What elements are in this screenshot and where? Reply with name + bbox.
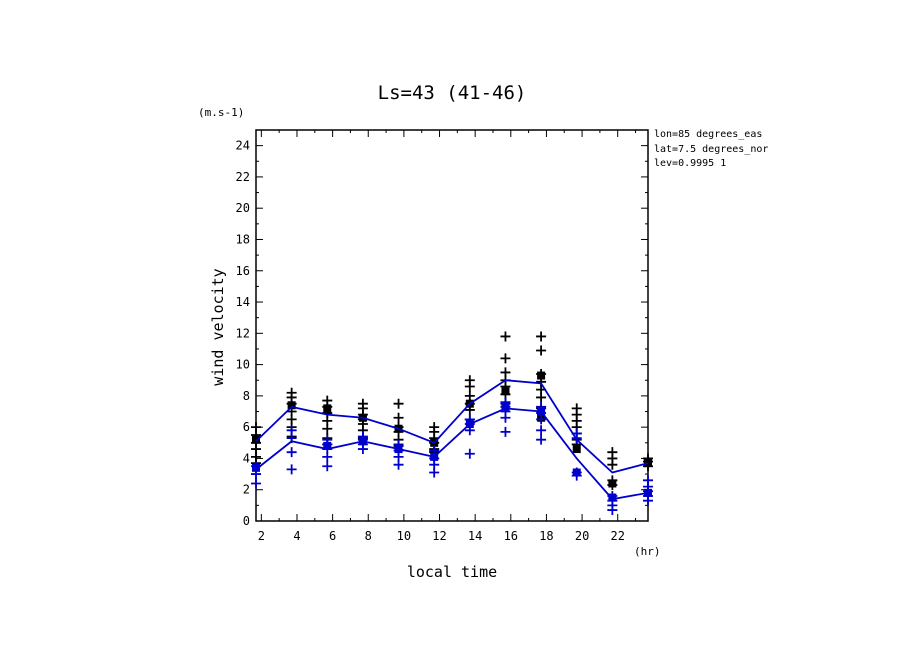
plus-marker [536,425,547,436]
plus-marker [536,331,547,342]
square-marker [252,435,260,444]
square-marker [572,468,581,477]
lev-annotation: lev=0.9995 1 [654,158,726,169]
plus-marker [393,412,404,423]
y-tick-label: 6 [243,420,250,434]
plus-marker [607,505,618,516]
y-tick-label: 18 [236,232,250,246]
x-axis-label: local time [407,563,497,581]
plus-marker [607,459,618,470]
x-tick-label: 14 [468,529,482,543]
y-axis-label: wind velocity [209,268,227,385]
series-line [255,379,649,474]
plus-marker [286,464,297,475]
plus-marker [251,478,261,489]
y-tick-label: 24 [236,139,250,153]
y-unit-label: (m.s-1) [198,106,244,119]
x-tick-label: 2 [258,529,265,543]
plus-marker [500,426,511,437]
plus-marker [393,459,404,470]
plus-marker [357,444,368,455]
square-marker [501,387,510,396]
plus-marker [322,451,333,462]
plus-marker [536,434,547,445]
x-tick-label: 12 [432,529,446,543]
square-marker [608,493,617,502]
lat-annotation: lat=7.5 degrees_nor [654,144,768,155]
series-line [255,407,649,501]
x-unit-label: (hr) [634,545,661,558]
plus-marker [464,381,475,392]
square-marker [323,404,332,413]
square-marker [608,479,617,488]
lon-annotation: lon=85 degrees_eas [654,129,762,140]
chart-title: Ls=43 (41-46) [378,82,527,104]
plus-marker [322,423,333,434]
x-tick-label: 10 [397,529,411,543]
plot-frame [255,129,649,522]
y-tick-label: 12 [236,326,250,340]
x-tick-label: 8 [365,529,372,543]
y-tick-label: 20 [236,201,250,215]
plus-marker [500,412,511,423]
plus-marker [536,345,547,356]
plus-marker [536,414,547,425]
x-tick-label: 6 [329,529,336,543]
square-marker [323,441,332,450]
x-tick-label: 4 [293,529,300,543]
x-tick-label: 20 [575,529,589,543]
plus-marker [286,447,297,458]
y-tick-label: 16 [236,264,250,278]
plus-marker [643,495,653,506]
x-tick-label: 22 [610,529,624,543]
x-tick-label: 18 [539,529,553,543]
y-tick-label: 4 [243,451,250,465]
y-tick-label: 0 [243,514,250,528]
plus-marker [429,467,440,478]
y-tick-label: 10 [236,358,250,372]
square-marker [537,371,546,380]
plus-marker [393,398,404,409]
x-tick-label: 16 [504,529,518,543]
y-tick-label: 8 [243,389,250,403]
y-tick-label: 22 [236,170,250,184]
plus-marker [500,353,511,364]
y-tick-label: 2 [243,483,250,497]
plus-marker [500,331,511,342]
square-marker [287,401,296,410]
square-marker [252,463,260,472]
plus-marker [322,461,333,472]
y-tick-label: 14 [236,295,250,309]
plus-marker [464,448,475,459]
plus-marker [536,392,547,403]
square-marker [501,402,510,411]
square-marker [572,445,581,454]
